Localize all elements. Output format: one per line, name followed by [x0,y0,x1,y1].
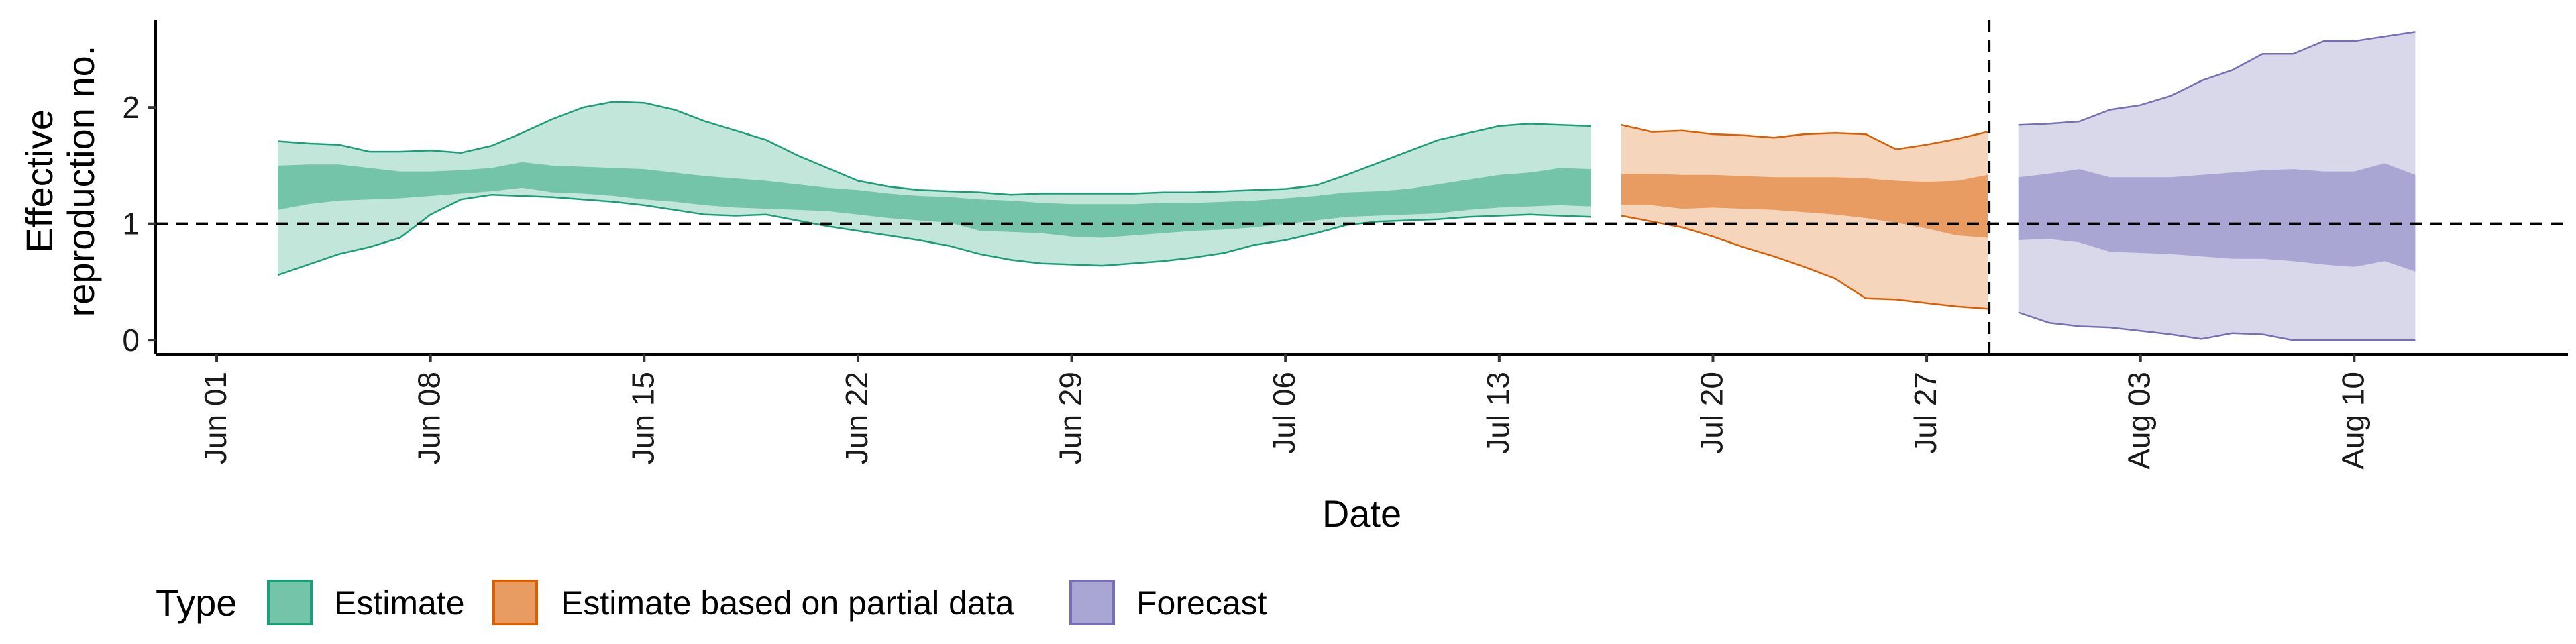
forecast-lower-bound-line [2018,311,2416,341]
x-tick-label: Jul 27 [1908,372,1943,454]
estimate-lower-bound-line [277,194,1591,276]
partial-lower-bound-line [1621,215,1988,310]
y-tick-label: 2 [122,90,140,125]
x-tick-label: Jun 15 [625,372,660,464]
forecast-upper-bound-line [2018,31,2416,126]
x-tick-label: Jul 13 [1481,372,1515,454]
x-tick-label: Aug 03 [2122,372,2157,470]
x-tick-label: Jun 01 [198,372,233,464]
legend-key-forecast [1069,580,1115,625]
legend-label-estimate: Estimate [334,584,465,622]
partial-inner-band [1621,174,1988,238]
x-tick-label: Aug 10 [2335,372,2370,470]
legend: Type Estimate Estimate based on partial … [156,580,1267,625]
legend-key-estimate [267,580,313,625]
forecast-inner-band [2018,163,2416,272]
partial-upper-bound-line [1621,123,1988,150]
estimate-outer-band [278,101,1591,275]
legend-title: Type [156,582,237,624]
x-tick-label: Jun 29 [1053,372,1088,464]
x-tick-label: Jun 08 [412,372,447,464]
y-axis-title: Effective reproduction no. [18,46,102,317]
partial-outer-band [1621,125,1988,309]
x-axis-title: Date [1322,492,1401,535]
x-tick-label: Jun 22 [839,372,874,464]
axes: 0 1 2 Jun 01 Jun 08 Jun 15 Jun 22 Jun 29 Jul 06… [122,20,2568,470]
x-tick-label: Jul 06 [1267,372,1301,454]
x-ticks: Jun 01 Jun 08 Jun 15 Jun 22 Jun 29 Jul 06 Jul … [198,354,2370,470]
y-tick-label: 1 [122,207,140,241]
x-tick-label: Jul 20 [1694,372,1729,454]
ribbon-layer [277,31,2416,341]
y-ticks: 0 1 2 [122,90,156,358]
legend-label-forecast: Forecast [1136,584,1267,622]
estimate-inner-band [278,162,1591,238]
reference-lines [156,20,2568,354]
legend-label-partial: Estimate based on partial data [561,584,1014,622]
y-axis-title-line-2: reproduction no. [60,46,102,317]
estimate-upper-bound-line [278,101,1591,196]
y-axis-title-line-1: Effective [18,109,60,253]
y-tick-label: 0 [122,323,140,358]
legend-key-partial [492,580,538,625]
